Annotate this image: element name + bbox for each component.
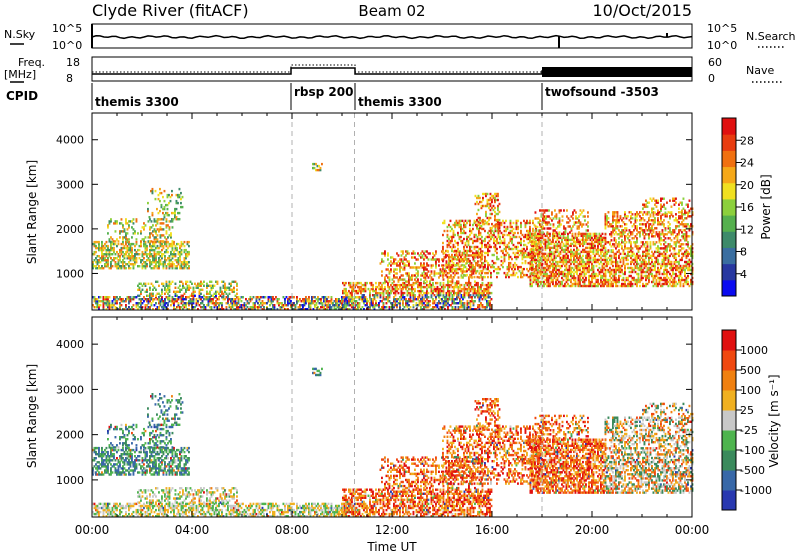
velocity-colorbar: 1000 500 100 25 -25 -100 -500 -1000: [721, 329, 772, 511]
cpid-label: CPID: [6, 89, 38, 103]
colorbar-segment: [722, 450, 736, 471]
range-tick-label: 1000: [56, 474, 84, 487]
range-tick-label: 3000: [56, 383, 84, 396]
range-tick-label: 2000: [56, 429, 84, 442]
range-tick-label: 4000: [56, 338, 84, 351]
time-tick-label: 16:00: [475, 523, 510, 537]
colorbar-segment: [722, 198, 736, 216]
colorbar-segment: [722, 150, 736, 168]
freq-label-1: Freq.: [18, 56, 45, 69]
colorbar-segment: [722, 215, 736, 232]
colorbar-segment: [722, 470, 736, 491]
colorbar-tick-label: 16: [740, 201, 754, 214]
nave-dense-block: [542, 67, 692, 77]
station-title: Clyde River (fitACF): [92, 1, 249, 20]
colorbar-segment: [722, 410, 736, 431]
velocity-ylabel: Slant Range [km]: [25, 364, 39, 468]
colorbar-segment: [722, 490, 736, 511]
nave-series: [92, 64, 542, 73]
time-tick-label: 00:00: [675, 523, 710, 537]
colorbar-tick-label: -100: [740, 444, 765, 457]
time-axis: 00:00 04:00 08:00 12:00 16:00 20:00 00:00: [75, 523, 710, 537]
colorbar-segment: [722, 247, 736, 265]
colorbar-segment: [722, 370, 736, 391]
colorbar-tick-label: 24: [740, 157, 754, 170]
beam-title: Beam 02: [358, 2, 425, 20]
colorbar-tick-label: -25: [740, 424, 758, 437]
nsky-tick-top: 10^5: [52, 22, 82, 35]
velocity-heatmap-cells: [92, 367, 694, 518]
cpid-segment-label: themis 3300: [358, 95, 442, 109]
colorbar-tick-label: 8: [740, 246, 747, 259]
range-tick-label: 2000: [56, 223, 84, 236]
colorbar-segment: [722, 263, 736, 281]
colorbar-segment: [722, 330, 736, 351]
time-tick-label: 00:00: [75, 523, 110, 537]
nave-label: Nave: [746, 64, 774, 77]
range-tick-label: 1000: [56, 267, 84, 280]
time-axis-label: Time UT: [366, 540, 417, 554]
velocity-colorbar-label: Velocity [m s⁻¹]: [767, 374, 781, 467]
nsearch-tick-bottom: 10^0: [707, 39, 737, 52]
time-tick-label: 08:00: [275, 523, 310, 537]
power-colorbar-label: Power [dB]: [759, 174, 773, 239]
power-colorbar: 4 8 12 16 20 24 28: [721, 117, 754, 297]
freq-tick-top: 18: [66, 56, 80, 69]
colorbar-tick-label: 28: [740, 134, 754, 147]
nsky-tick-bottom: 10^0: [52, 39, 82, 52]
nave-tick-bottom: 0: [708, 72, 715, 85]
nsky-label: N.Sky: [4, 28, 36, 41]
time-tick-label: 04:00: [175, 523, 210, 537]
freq-label-2: [MHz]: [4, 68, 36, 81]
freq-panel: Freq. [MHz] 18 8 60 0 Nave: [4, 56, 782, 85]
nsearch-tick-top: 10^5: [707, 22, 737, 35]
colorbar-segment: [722, 279, 736, 297]
power-ylabel: Slant Range [km]: [25, 160, 39, 264]
power-panel: 1000 2000 3000 4000 Slant Range [km] 4 8 12 16…: [25, 112, 773, 311]
colorbar-segment: [722, 430, 736, 451]
colorbar-tick-label: 500: [740, 364, 761, 377]
colorbar-tick-label: 100: [740, 384, 761, 397]
colorbar-segment: [722, 134, 736, 151]
noise-panel: N.Sky 10^5 10^0 10^5 10^0 N.Search: [4, 22, 796, 52]
colorbar-segment: [722, 118, 736, 135]
date-title: 10/Oct/2015: [592, 1, 692, 20]
nsearch-label: N.Search: [746, 30, 796, 43]
colorbar-tick-label: -1000: [740, 484, 772, 497]
velocity-panel: 1000 2000 3000 4000 Slant Range [km] 1000 50…: [25, 316, 781, 518]
colorbar-tick-label: 12: [740, 223, 754, 236]
cpid-segment-label: rbsp 200: [294, 85, 353, 99]
freq-tick-bottom: 8: [66, 72, 73, 85]
colorbar-segment: [722, 390, 736, 411]
nave-tick-top: 60: [708, 56, 722, 69]
time-tick-label: 20:00: [575, 523, 610, 537]
colorbar-tick-label: 4: [740, 268, 747, 281]
colorbar-tick-label: 20: [740, 179, 754, 192]
cpid-row: CPID themis 3300 rbsp 200 themis 3300 tw…: [6, 83, 659, 110]
colorbar-segment: [722, 231, 736, 248]
colorbar-tick-label: 1000: [740, 344, 768, 357]
colorbar-segment: [722, 350, 736, 371]
colorbar-segment: [722, 182, 736, 200]
cpid-segment-label: themis 3300: [95, 95, 179, 109]
cpid-segment-label: twofsound -3503: [545, 85, 659, 99]
noise-sky-series: [91, 34, 693, 40]
range-tick-label: 4000: [56, 134, 84, 147]
range-tick-label: 3000: [56, 178, 84, 191]
colorbar-tick-label: 25: [740, 404, 754, 417]
time-tick-label: 12:00: [375, 523, 410, 537]
colorbar-segment: [722, 166, 736, 184]
colorbar-tick-label: -500: [740, 464, 765, 477]
power-heatmap-cells: [92, 162, 694, 311]
